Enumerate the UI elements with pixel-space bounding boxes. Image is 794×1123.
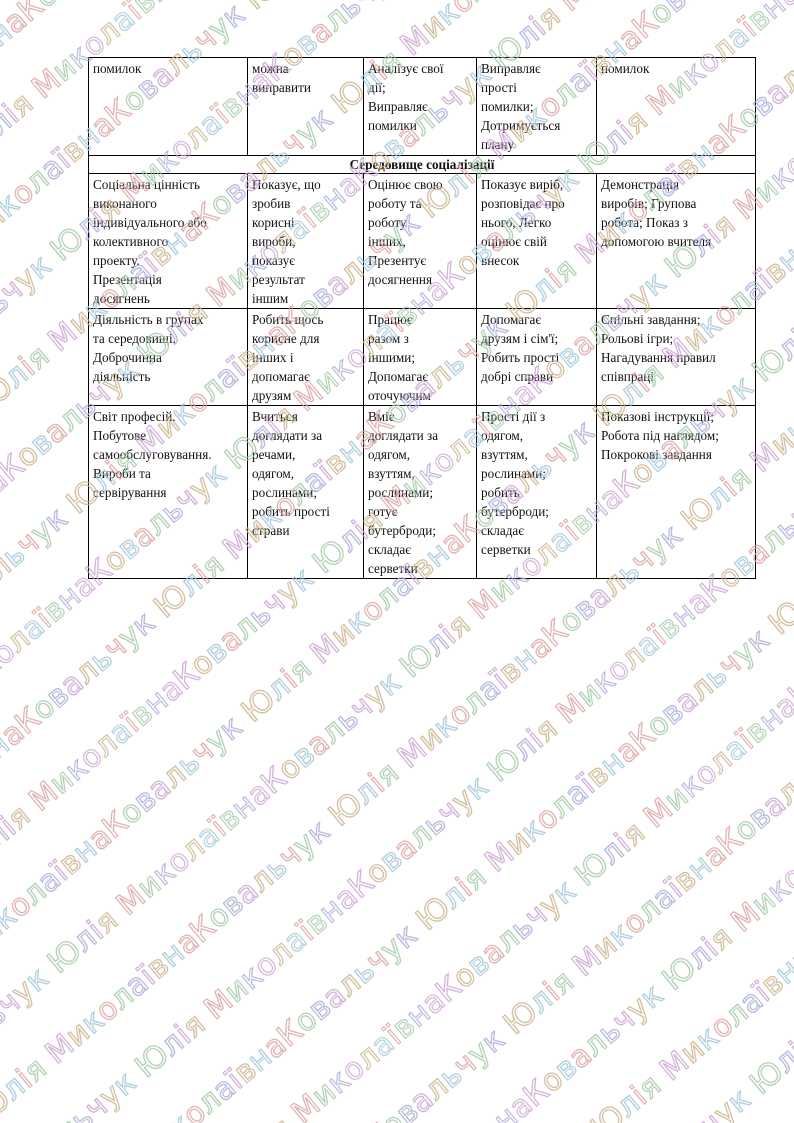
table-cell: Допомагає друзям і сім'ї; Робить прості …	[476, 308, 597, 406]
table-cell: Показує виріб, розповідає про нього, Лег…	[476, 173, 597, 309]
table-cell: Оцінює свою роботу та роботу інших, През…	[363, 173, 477, 309]
table-cell: Світ професій. Побутове самообслуговуван…	[88, 405, 248, 579]
table-cell: Демонстрація виробів; Групова робота; По…	[596, 173, 756, 309]
table-cell: Соціальна цінність виконаного індивідуал…	[88, 173, 248, 309]
section-header-row: Середовище соціалізації	[88, 155, 756, 174]
assessment-table: помилок можна виправити Аналізує свої дії;…	[88, 57, 756, 579]
table-cell: Показує, що зробив корисні вироби, показ…	[247, 173, 364, 309]
table-cell: помилок	[596, 57, 756, 156]
table-cell: помилок	[88, 57, 248, 156]
table-row: помилок можна виправити Аналізує свої дії;…	[88, 57, 756, 156]
table-cell: Вчиться доглядати за речами, одягом, рос…	[247, 405, 364, 579]
table-row: Діяльність в групах та середовищі. Добро…	[88, 308, 756, 406]
table-cell: Працює разом з іншими; Допомагає оточуюч…	[363, 308, 477, 406]
table-cell: Вміє доглядати за одягом, взуттям, росли…	[363, 405, 477, 579]
table-cell: Робить щось корисне для інших і допомага…	[247, 308, 364, 406]
table-cell: Діяльність в групах та середовищі. Добро…	[88, 308, 248, 406]
section-header: Середовище соціалізації	[88, 155, 756, 174]
table-cell: можна виправити	[247, 57, 364, 156]
table-cell: Спільні завдання; Рольові ігри; Нагадува…	[596, 308, 756, 406]
table-cell: Аналізує свої дії; Виправляє помилки	[363, 57, 477, 156]
table-cell: Прості дії з одягом, взуттям, рослинами;…	[476, 405, 597, 579]
table-cell: Виправляє прості помилки; Дотримується п…	[476, 57, 597, 156]
table-cell: Показові інструкції; Робота під наглядом…	[596, 405, 756, 579]
table-row: Соціальна цінність виконаного індивідуал…	[88, 173, 756, 309]
table-row: Світ професій. Побутове самообслуговуван…	[88, 405, 756, 579]
